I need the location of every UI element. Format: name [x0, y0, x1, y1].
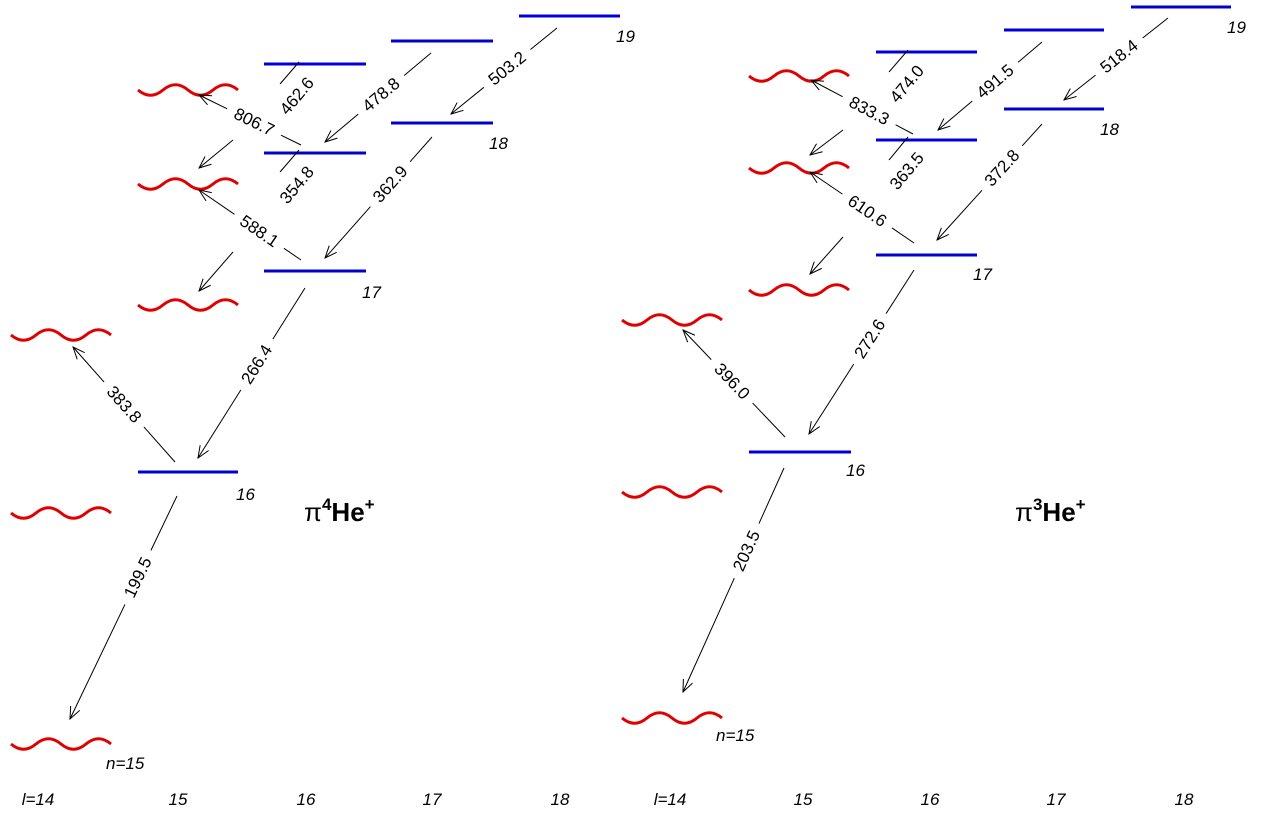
transition-energy-label: 272.6	[850, 316, 889, 362]
transition-line	[1017, 41, 1043, 63]
transition-arrow	[451, 86, 485, 114]
transition-energy-label: 199.5	[120, 554, 156, 601]
level-label-n15: n=15	[106, 754, 145, 773]
transition-line	[409, 136, 433, 163]
transition-arrow	[683, 330, 712, 360]
panel-title: π4He+	[304, 495, 375, 527]
l-axis-label: 17	[423, 790, 442, 809]
level-label-n16: 16	[236, 485, 255, 504]
transition-line	[150, 495, 178, 551]
auger-level-wave	[621, 711, 723, 725]
pi4he-panel: 16 17 18 19 n=15 199.5 383.8 266.4 588.1 362.9 806…	[10, 14, 635, 809]
l-axis-label: 16	[297, 790, 316, 809]
transition-energy-label: 362.9	[369, 162, 411, 206]
transition-arrow	[810, 236, 844, 274]
l-axis-label: 18	[1175, 790, 1194, 809]
transition-energy-label: 383.8	[103, 382, 145, 426]
transition-energy-label: 833.3	[846, 92, 892, 129]
transition-line	[272, 287, 306, 340]
transition-arrow	[199, 95, 228, 110]
label-tick	[279, 149, 300, 173]
transition-line	[403, 52, 432, 76]
transition-energy-label: 372.8	[981, 146, 1024, 190]
auger-level-wave	[10, 328, 112, 342]
level-label-n16: 16	[846, 461, 865, 480]
transition-energy-label: 588.1	[236, 211, 282, 251]
level-label-n19: 19	[616, 27, 635, 46]
transition-line	[895, 124, 914, 135]
transition-energy-label: 610.6	[844, 191, 890, 231]
l-axis-label: 17	[1047, 790, 1066, 809]
level-label-n18: 18	[489, 134, 508, 153]
transition-arrow	[683, 578, 735, 692]
transition-line	[1142, 17, 1169, 39]
auger-level-wave	[10, 737, 112, 751]
transition-arrow	[199, 190, 235, 215]
transition-energy-label: 806.7	[231, 104, 278, 140]
l-axis-label: 16	[921, 790, 940, 809]
panel-title: π3He+	[1015, 495, 1086, 527]
transition-arrow	[70, 604, 126, 719]
transition-energy-label: 266.4	[237, 341, 276, 387]
transition-line	[758, 467, 785, 524]
transition-line	[530, 27, 558, 50]
label-tick	[279, 61, 300, 85]
transition-arrow	[73, 347, 105, 383]
transition-energy-label: 396.0	[710, 359, 753, 403]
l-axis-label: 15	[169, 790, 188, 809]
transition-arrow	[198, 389, 242, 458]
auger-level-wave	[137, 177, 239, 191]
transition-arrow	[938, 100, 973, 130]
auger-level-wave	[137, 298, 239, 312]
transition-arrow	[1064, 74, 1096, 100]
transition-arrow	[325, 113, 359, 142]
transition-arrow	[199, 251, 234, 291]
transition-energy-label: 478.8	[359, 74, 404, 116]
transition-arrow	[809, 363, 855, 434]
label-tick	[888, 49, 909, 73]
transition-line	[280, 134, 302, 146]
level-label-n18: 18	[1100, 120, 1119, 139]
transition-energy-label: 462.6	[276, 74, 318, 119]
level-label-n19: 19	[1227, 18, 1246, 37]
auger-level-wave	[137, 83, 239, 97]
auger-level-wave	[10, 506, 112, 520]
auger-level-wave	[621, 313, 723, 327]
l-axis-label: 15	[794, 790, 813, 809]
transition-arrow	[810, 129, 844, 155]
l-axis-label: l=14	[654, 790, 687, 809]
auger-level-wave	[748, 283, 850, 297]
level-label-n15: n=15	[716, 726, 755, 745]
transition-energy-label: 203.5	[729, 528, 764, 575]
transition-energy-label: 503.2	[485, 48, 530, 90]
level-label-n17: 17	[973, 265, 992, 284]
transition-energy-label: 518.4	[1097, 36, 1142, 77]
auger-level-wave	[748, 69, 850, 83]
auger-level-wave	[748, 161, 850, 175]
transition-arrow	[810, 172, 843, 195]
transition-arrow	[937, 189, 983, 240]
transition-line	[1021, 123, 1043, 147]
label-tick	[888, 136, 909, 161]
transition-line	[143, 426, 176, 463]
transition-line	[283, 247, 302, 261]
transition-arrow	[199, 139, 234, 168]
level-label-n17: 17	[362, 283, 381, 302]
l-axis-label: l=14	[22, 790, 55, 809]
transition-arrow	[811, 80, 843, 98]
auger-level-wave	[621, 485, 723, 499]
transition-line	[891, 227, 915, 244]
transition-line	[885, 269, 915, 314]
transition-line	[752, 402, 786, 438]
l-axis-label: 18	[551, 790, 570, 809]
pi3he-panel: 16 17 18 19 n=15 203.5 396.0 272.6 610.6 372.8 833…	[621, 5, 1246, 809]
transition-arrow	[325, 206, 371, 258]
transition-energy-label: 491.5	[973, 61, 1018, 103]
